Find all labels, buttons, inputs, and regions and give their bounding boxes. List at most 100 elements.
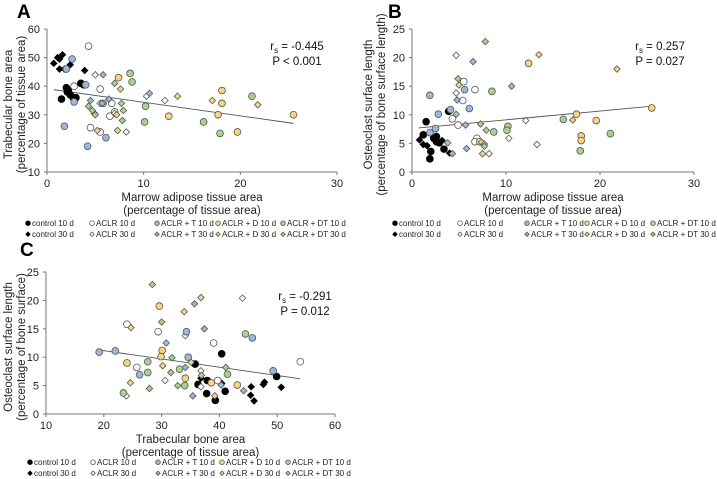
data-point-c30 (80, 66, 89, 75)
trend-line (53, 89, 294, 124)
data-point-dt30 (221, 363, 230, 372)
legend-label-a10: ACLR 10 d (96, 219, 135, 228)
data-point-d30 (126, 378, 135, 387)
data-point-c10 (419, 131, 428, 139)
data-point-d10 (218, 86, 226, 95)
x-tick-label: 30 (331, 178, 343, 190)
x-tick-label: 20 (234, 178, 246, 190)
y-tick-label: 0 (399, 167, 405, 179)
x-tick-label: 0 (44, 178, 50, 190)
data-point-dt10 (119, 389, 128, 397)
legend-label-t30: ACLR + T 30 d (162, 469, 215, 478)
legend-label-a30: ACLR 30 d (464, 230, 503, 239)
x-tick-label: 0 (409, 178, 415, 190)
data-point-d10 (123, 359, 131, 367)
data-point-dt10 (141, 102, 150, 111)
data-point-t10 (68, 55, 76, 63)
legend-label-d30: ACLR + D 30 d (591, 230, 645, 239)
legend-label-t10: ACLR + T 10 d (162, 458, 215, 467)
data-point-a10 (454, 121, 462, 129)
legend-label-a10: ACLR 10 d (464, 219, 503, 228)
data-point-t30 (507, 82, 516, 90)
legend-marker-c30 (27, 470, 33, 476)
legend-label-t30: ACLR + T 30 d (531, 230, 584, 239)
y-tick-label: 20 (28, 138, 40, 150)
y-axis-title: (percentage of bone surface) (16, 273, 28, 421)
data-point-a30 (505, 134, 513, 143)
data-point-t30 (200, 325, 209, 333)
data-point-a10 (132, 363, 141, 372)
data-point-d30 (93, 126, 102, 135)
data-point-t10 (135, 371, 144, 379)
y-tick-label: 20 (393, 53, 405, 65)
legend-marker-dt10 (285, 459, 291, 465)
data-point-c10 (217, 349, 226, 358)
data-point-d30 (116, 85, 125, 93)
data-point-a30 (161, 96, 169, 105)
data-point-d10 (592, 116, 601, 125)
data-point-t30 (239, 386, 248, 395)
legend-marker-t10 (154, 220, 160, 226)
data-point-dt10 (559, 115, 568, 124)
data-point-t30 (448, 149, 457, 158)
chart-panel-b: B 0 10 20 30 0 5 10 15 20 25 Marrow adipose tissue … (363, 2, 716, 239)
data-point-dt10 (223, 370, 232, 379)
data-point-t10 (111, 347, 120, 355)
data-point-dt30 (84, 102, 93, 111)
data-point-dt10 (126, 69, 134, 78)
data-point-d10 (214, 111, 222, 119)
data-point-c10 (432, 132, 441, 141)
data-point-dt10 (248, 92, 256, 101)
data-point-dt30 (117, 99, 126, 108)
data-point-dt10 (143, 357, 152, 366)
legend-label-dt10: ACLR + DT 10 d (292, 458, 351, 467)
x-tick-label: 50 (271, 420, 283, 432)
data-point-d30 (253, 100, 262, 109)
legend-marker-c10 (392, 220, 398, 226)
data-point-a10 (86, 123, 95, 132)
legend: control 10 d ACLR 10 d ACLR + T 10 d ACLR +… (27, 458, 351, 478)
legend: control 10 d ACLR 10 d ACLR + T 10 d ACLR +… (25, 219, 346, 239)
y-tick-label: 15 (393, 81, 405, 93)
data-point-c10 (57, 95, 66, 103)
data-point-d10 (218, 99, 226, 108)
data-point-t10 (184, 353, 192, 362)
y-axis-title: Trabecular bone area (3, 49, 15, 159)
data-point-d10 (233, 128, 242, 136)
y-tick-label: 40 (28, 81, 40, 93)
data-point-t10 (248, 334, 257, 342)
legend-marker-a30 (457, 231, 463, 237)
data-point-d10 (155, 302, 164, 310)
legend-label-dt30: ACLR + DT 30 d (657, 230, 716, 239)
data-point-dt30 (482, 126, 491, 135)
y-tick-label: 10 (28, 167, 40, 179)
data-point-t10 (62, 65, 71, 73)
data-point-a30 (238, 294, 247, 302)
legend-label-d10: ACLR + D 10 d (222, 219, 276, 228)
data-point-dt10 (143, 368, 152, 377)
data-point-t30 (189, 392, 197, 400)
data-point-t10 (446, 105, 455, 114)
legend-label-c10: control 10 d (34, 458, 76, 467)
legend-marker-dt30 (650, 231, 656, 237)
data-point-c10 (272, 372, 281, 381)
data-point-d30 (568, 116, 577, 124)
data-point-d30 (197, 293, 205, 302)
y-tick-label: 25 (27, 267, 39, 279)
y-tick-label: 5 (399, 138, 405, 150)
x-tick-label: 20 (594, 178, 606, 190)
p-value: P < 0.001 (272, 56, 321, 68)
data-point-dt30 (145, 384, 154, 393)
r-symbol: r (635, 41, 639, 53)
data-point-d30 (127, 323, 135, 332)
data-point-a10 (96, 85, 104, 93)
data-point-c30 (49, 59, 58, 68)
data-point-t10 (81, 80, 90, 89)
legend-label-d30: ACLR + D 30 d (226, 469, 280, 478)
x-tick-label: 10 (40, 420, 52, 432)
data-point-d10 (289, 111, 298, 119)
data-point-c30 (246, 391, 255, 400)
spearman-stat: rs = -0.291 (278, 291, 332, 305)
legend-label-c10: control 10 d (32, 219, 74, 228)
data-point-c10 (440, 145, 448, 153)
